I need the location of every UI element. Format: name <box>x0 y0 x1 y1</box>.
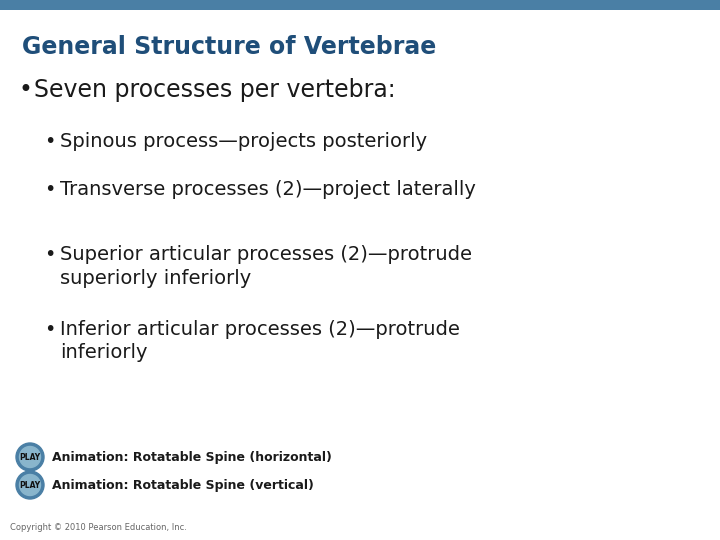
Text: •: • <box>44 320 55 339</box>
Text: Spinous process—projects posteriorly: Spinous process—projects posteriorly <box>60 132 427 151</box>
Text: Inferior articular processes (2)—protrude
inferiorly: Inferior articular processes (2)—protrud… <box>60 320 460 362</box>
Circle shape <box>19 447 40 468</box>
Text: Animation: Rotatable Spine (vertical): Animation: Rotatable Spine (vertical) <box>52 478 314 491</box>
Text: •: • <box>18 78 32 102</box>
Text: Superior articular processes (2)—protrude
superiorly inferiorly: Superior articular processes (2)—protrud… <box>60 245 472 287</box>
Text: General Structure of Vertebrae: General Structure of Vertebrae <box>22 35 436 59</box>
Text: •: • <box>44 132 55 151</box>
Text: Copyright © 2010 Pearson Education, Inc.: Copyright © 2010 Pearson Education, Inc. <box>10 523 187 532</box>
Text: PLAY: PLAY <box>19 453 40 462</box>
Circle shape <box>19 475 40 496</box>
Circle shape <box>16 471 44 499</box>
Text: Animation: Rotatable Spine (horizontal): Animation: Rotatable Spine (horizontal) <box>52 450 332 463</box>
Text: Seven processes per vertebra:: Seven processes per vertebra: <box>34 78 395 102</box>
Text: PLAY: PLAY <box>19 481 40 489</box>
Text: •: • <box>44 245 55 264</box>
FancyBboxPatch shape <box>0 0 720 10</box>
Text: Transverse processes (2)—project laterally: Transverse processes (2)—project lateral… <box>60 180 476 199</box>
Circle shape <box>16 443 44 471</box>
Text: •: • <box>44 180 55 199</box>
